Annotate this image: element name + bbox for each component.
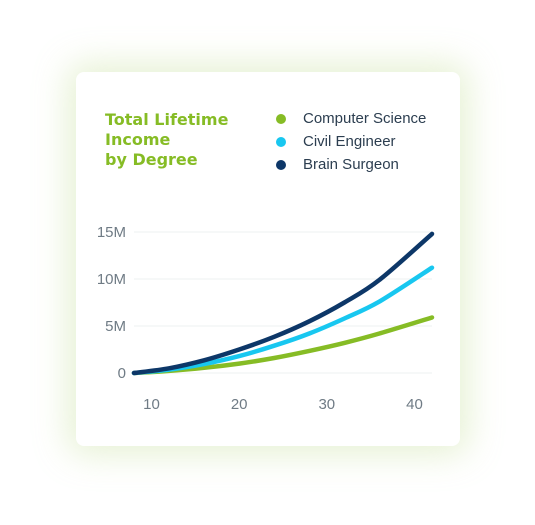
series-line-brain-surgeon — [131, 231, 435, 376]
legend-marker-computer-science — [276, 113, 286, 124]
chart-card: Total Lifetime Income by Degree Computer… — [76, 72, 460, 446]
x-tick-label-10: 10 — [143, 396, 160, 413]
legend-item-brain-surgeon[interactable]: Brain Surgeon — [276, 153, 426, 176]
legend-label-civil-engineer: Civil Engineer — [303, 133, 396, 150]
x-tick-label-20: 20 — [231, 396, 248, 413]
chart-legend: Computer Science Civil Engineer Brain Su… — [276, 107, 426, 176]
legend-item-computer-science[interactable]: Computer Science — [276, 107, 426, 130]
y-tick-label-5: 5M — [105, 318, 126, 335]
x-tick-label-30: 30 — [318, 396, 335, 413]
chart-title: Total Lifetime Income by Degree — [105, 110, 265, 170]
y-tick-label-0: 0 — [118, 365, 126, 382]
legend-label-computer-science: Computer Science — [303, 110, 427, 127]
chart-title-line-3: by Degree — [105, 150, 198, 169]
chart-title-line-1: Total Lifetime — [105, 110, 229, 129]
y-tick-label-15: 15M — [97, 224, 126, 241]
y-tick-label-10: 10M — [97, 271, 126, 288]
legend-item-civil-engineer[interactable]: Civil Engineer — [276, 130, 426, 153]
line-chart-plot: 0 5M 10M 15M 10 20 30 40 — [97, 224, 435, 413]
legend-marker-brain-surgeon — [276, 159, 286, 170]
x-tick-label-40: 40 — [406, 396, 423, 413]
legend-label-brain-surgeon: Brain Surgeon — [303, 156, 399, 173]
chart-title-line-2: Income — [105, 130, 171, 149]
legend-marker-civil-engineer — [276, 136, 286, 147]
